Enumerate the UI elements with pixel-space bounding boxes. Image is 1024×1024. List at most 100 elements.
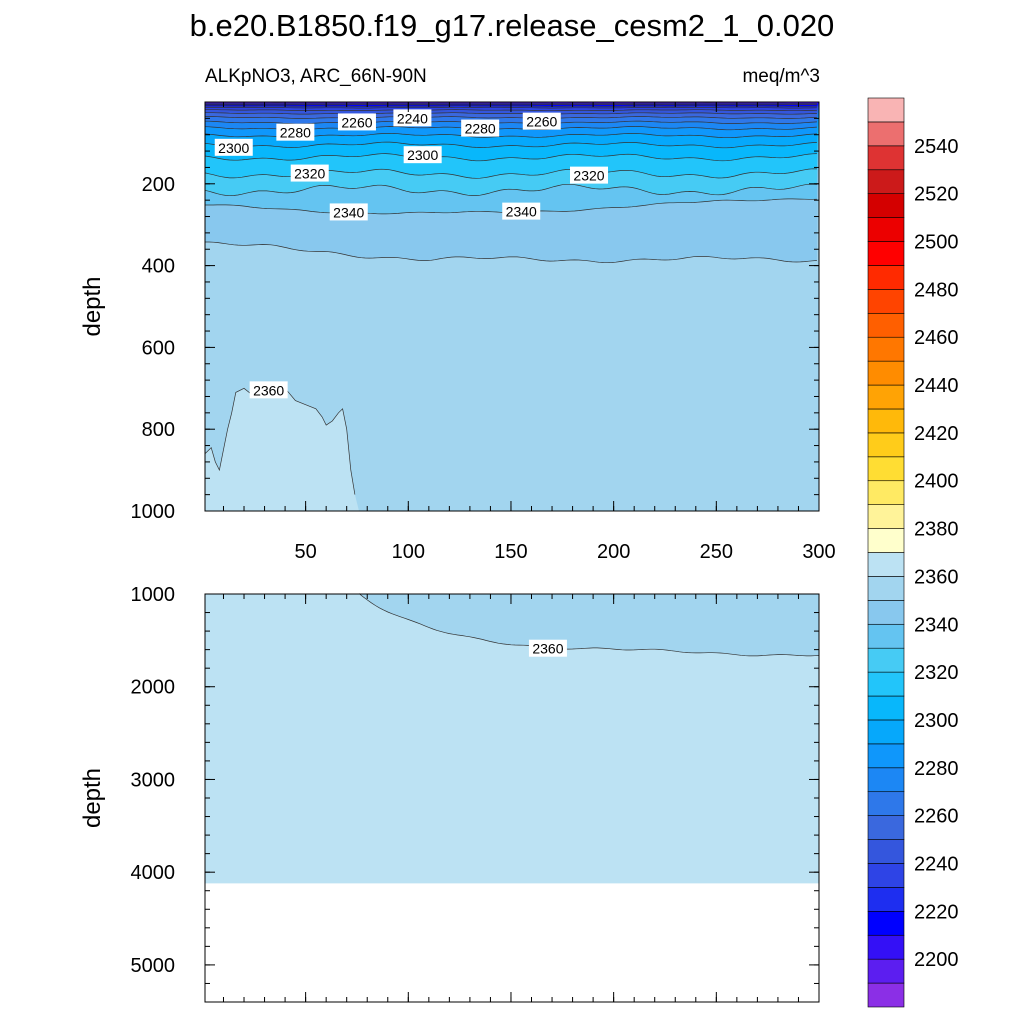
colorbar-box <box>867 719 905 745</box>
contour-line-2330 <box>204 183 817 197</box>
colorbar-label: 2260 <box>914 806 959 828</box>
colorbar-box <box>867 312 905 338</box>
colorbar-box <box>867 289 905 314</box>
colorbar-label: 2520 <box>914 184 959 206</box>
contour-label-box <box>276 123 315 141</box>
x-tick-label: 200 <box>597 541 630 563</box>
contour-line-2350 <box>205 241 817 264</box>
plot-frame <box>204 101 820 512</box>
colorbar-box <box>867 360 905 386</box>
contour-label: 2300 <box>218 140 249 156</box>
x-tick-label: 300 <box>802 541 835 563</box>
contour-label-box <box>403 146 442 164</box>
contour-line-2300 <box>204 141 817 149</box>
colorbar-label: 2420 <box>914 423 959 445</box>
colorbar-box <box>867 408 905 434</box>
contour-label: 2360 <box>253 382 284 398</box>
colorbar-label: 2380 <box>914 519 959 541</box>
contour-lines <box>358 593 820 657</box>
y-tick-label: 200 <box>142 174 175 196</box>
colorbar-box <box>867 241 905 266</box>
contour-label: 2280 <box>280 125 311 141</box>
colorbar-box <box>867 982 905 1008</box>
colorbar-box <box>867 384 905 410</box>
colorbar-label: 2340 <box>914 614 959 636</box>
contour-label-box <box>249 381 288 399</box>
contour-label: 2360 <box>532 641 563 657</box>
colorbar-box <box>867 193 905 218</box>
x-tick-label: 250 <box>700 541 733 563</box>
y-tick-label: 2000 <box>131 677 176 699</box>
contour-line-2360 <box>358 593 820 657</box>
colorbar-box <box>867 887 905 912</box>
colorbar-box <box>867 695 905 721</box>
colorbar-box <box>867 839 905 864</box>
colorbar-label: 2440 <box>914 375 959 397</box>
colorbar-label: 2360 <box>914 566 959 588</box>
colorbar-box <box>867 432 905 458</box>
lower-panel: 2360 1000 2000 3000 4000 5000 depth <box>79 584 820 1003</box>
colorbar-box <box>867 671 905 697</box>
colorbar-box <box>867 958 905 984</box>
contour-label-group: 2280 <box>461 119 500 137</box>
colorbar-box <box>867 791 905 816</box>
contour-label-group: 2340 <box>329 203 368 221</box>
colorbar-box <box>867 767 905 793</box>
colorbar-label: 2320 <box>914 662 959 684</box>
colorbar-box <box>867 934 905 960</box>
y-axis-label: depth <box>79 276 106 336</box>
colorbar-box <box>867 145 905 171</box>
contour-label-box <box>337 113 376 131</box>
units-subtitle: meq/m^3 <box>742 66 820 87</box>
contour-label-box <box>290 164 329 182</box>
contour-label: 2300 <box>407 147 438 163</box>
x-tick-label: 50 <box>294 541 316 563</box>
contour-label-group: 2240 <box>393 109 432 127</box>
colorbar-box <box>867 623 905 649</box>
contour-line-2270 <box>205 120 817 125</box>
colorbar-box <box>867 504 905 529</box>
colorbar-box <box>867 265 905 290</box>
contour-label-group: 2260 <box>522 112 561 130</box>
contour-label-group: 2320 <box>570 166 609 184</box>
contour-label-box <box>570 166 609 184</box>
contour-line-2250 <box>205 112 817 115</box>
seafloor-land <box>205 883 819 1002</box>
colorbar-box <box>867 480 905 505</box>
contour-label-group: 2320 <box>290 164 329 182</box>
y-tick-label: 4000 <box>131 862 176 884</box>
contour-label: 2240 <box>397 110 428 126</box>
band-2360 <box>205 388 359 511</box>
contour-label-box <box>393 109 432 127</box>
contour-label-group: 2280 <box>276 123 315 141</box>
contour-label: 2260 <box>526 114 557 130</box>
upper-panel: 2240 2260 2260 2280 2280 2300 2300 2320 2320 2340… <box>79 101 836 563</box>
colorbar-label: 2280 <box>914 758 959 780</box>
chart-title: b.e20.B1850.f19_g17.release_cesm2_1_0.02… <box>190 8 835 43</box>
colorbar-label: 2200 <box>914 949 959 971</box>
y-tick-label: 1000 <box>131 501 176 523</box>
contour-label: 2340 <box>333 204 364 220</box>
colorbar-label: 2240 <box>914 853 959 875</box>
contour-line-2260 <box>205 116 817 119</box>
colorbar-box <box>867 97 905 123</box>
contour-label-box <box>461 119 500 137</box>
colorbar-box <box>867 121 905 147</box>
y-tick-label: 1000 <box>131 584 176 606</box>
colorbar-label: 2540 <box>914 136 959 158</box>
colorbar-label: 2400 <box>914 471 959 493</box>
colorbar-box <box>867 456 905 482</box>
contour-line-2310 <box>204 153 817 162</box>
contour-label-box <box>214 138 253 156</box>
contour-label-group: 2260 <box>337 113 376 131</box>
contour-label-box <box>502 202 541 220</box>
contour-label-group: 2300 <box>214 138 253 156</box>
y-tick-label: 800 <box>142 419 175 441</box>
colorbar-label: 2500 <box>914 232 959 254</box>
colorbar-box <box>867 217 905 242</box>
y-tick-label: 600 <box>142 337 175 359</box>
colorbar-box <box>867 169 905 194</box>
colorbar-label: 2300 <box>914 710 959 732</box>
y-tick-label: 3000 <box>131 769 176 791</box>
